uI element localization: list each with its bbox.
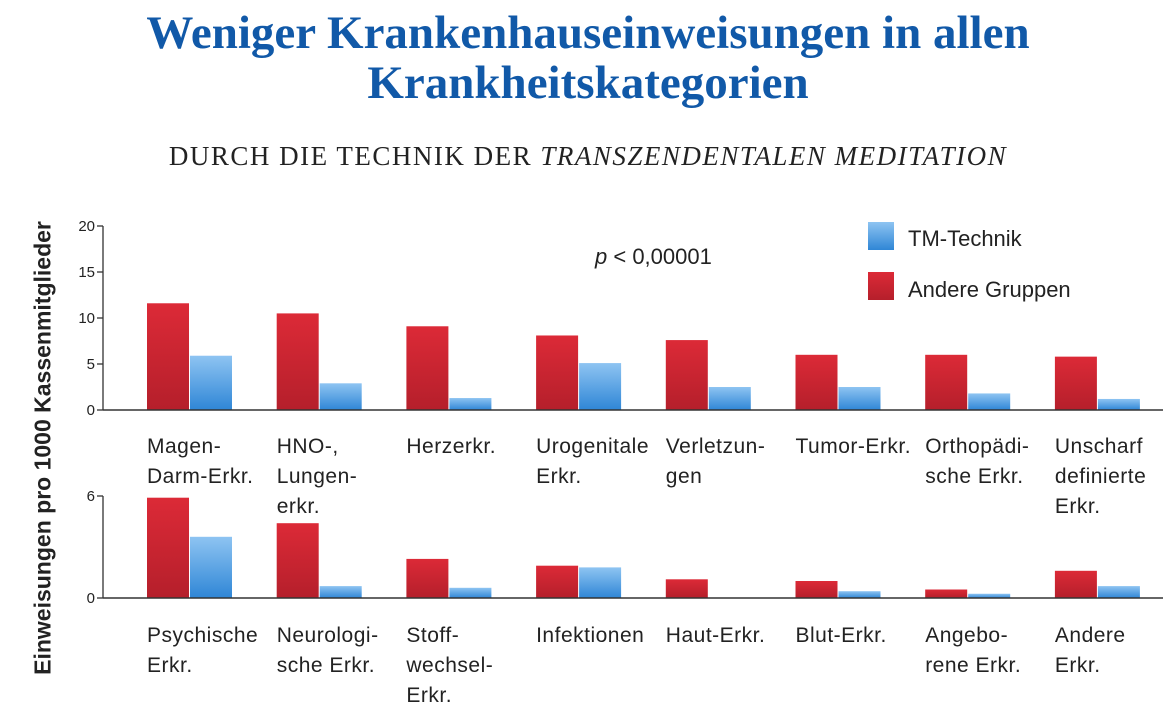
x-category-label: wechsel- [405, 654, 493, 677]
x-category-label: Tumor-Erkr. [796, 435, 912, 458]
x-category-label: Orthopädi- [925, 435, 1029, 458]
bar-tm-technik [190, 536, 232, 598]
chart-title-line1: Weniger Krankenhauseinweisungen in allen [146, 7, 1030, 59]
x-category-label: Herzerkr. [406, 435, 496, 458]
bar-tm-technik [838, 387, 881, 410]
bar-tm-technik [319, 383, 362, 410]
bar-tm-technik [319, 586, 362, 598]
x-category-label: Magen- [147, 435, 221, 458]
bar-andere-gruppen [925, 589, 968, 598]
x-category-label: Lungen- [277, 465, 358, 488]
bar-tm-technik [968, 593, 1011, 598]
x-category-label: rene Erkr. [925, 654, 1021, 677]
bar-andere-gruppen [536, 335, 579, 410]
bar-andere-gruppen [406, 326, 449, 410]
x-category-label: Erkr. [147, 654, 193, 677]
x-category-label: Blut-Erkr. [796, 624, 887, 647]
bar-andere-gruppen [536, 565, 579, 598]
x-category-label: Psychische [147, 624, 258, 647]
bar-andere-gruppen [1054, 356, 1097, 410]
x-category-label: Erkr. [1055, 495, 1101, 518]
bar-tm-technik [1097, 398, 1140, 410]
y-tick-label: 20 [78, 218, 95, 235]
subtitle-italic: TRANSZENDENTALEN MEDITATION [540, 141, 1008, 171]
x-category-label: Erkr. [406, 684, 452, 707]
x-category-label: HNO-, [277, 435, 339, 458]
x-category-label: Urogenitale [536, 435, 649, 458]
x-category-label: erkr. [277, 495, 320, 518]
bar-andere-gruppen [276, 313, 319, 410]
bar-tm-technik [190, 355, 232, 410]
x-category-label: Verletzun- [666, 435, 766, 458]
chart-subtitle: DURCH DIE TECHNIK DER TRANSZENDENTALEN M… [0, 141, 1176, 172]
x-category-label: Erkr. [1055, 654, 1101, 677]
x-category-label: sche Erkr. [277, 654, 375, 677]
bar-andere-gruppen [795, 354, 838, 410]
bar-andere-gruppen [1054, 570, 1097, 598]
legend-label-andere-gruppen: Andere Gruppen [908, 277, 1071, 302]
bar-tm-technik [1097, 586, 1140, 598]
y-tick-label: 10 [78, 310, 95, 327]
bar-andere-gruppen [406, 558, 449, 598]
x-category-label: sche Erkr. [925, 465, 1023, 488]
bar-andere-gruppen [665, 340, 708, 410]
legend-swatch-andere-gruppen [868, 272, 894, 300]
bar-andere-gruppen [147, 497, 189, 598]
bar-andere-gruppen [925, 354, 968, 410]
bar-tm-technik [838, 591, 881, 598]
y-tick-label: 6 [87, 488, 95, 505]
bar-tm-technik [708, 387, 751, 410]
y-tick-label: 0 [87, 590, 95, 607]
x-category-label: Haut-Erkr. [666, 624, 766, 647]
x-category-label: Andere [1055, 624, 1126, 647]
bar-tm-technik [968, 393, 1011, 410]
bar-andere-gruppen [795, 581, 838, 598]
y-tick-label: 5 [87, 356, 95, 373]
bar-andere-gruppen [276, 523, 319, 598]
x-category-label: Stoff- [406, 624, 459, 647]
x-category-label: Unscharf [1055, 435, 1143, 458]
chart-title: Weniger Krankenhauseinweisungen in allen… [0, 8, 1176, 108]
bar-tm-technik [449, 587, 492, 598]
x-category-label: Neurologi- [277, 624, 379, 647]
chart-title-line2: Krankheitskategorien [367, 57, 809, 109]
subtitle-prefix: DURCH DIE TECHNIK DER [168, 141, 533, 171]
legend-label-tm-technik: TM-Technik [908, 226, 1023, 251]
x-category-label: definierte [1055, 465, 1146, 488]
x-category-label: gen [666, 465, 703, 488]
legend-swatch-tm-technik [868, 222, 894, 250]
y-tick-label: 15 [78, 264, 95, 281]
bar-andere-gruppen [665, 579, 708, 598]
p-value-annotation: p < 0,00001 [594, 244, 712, 269]
x-category-label: Angebo- [925, 624, 1008, 647]
x-category-label: Erkr. [536, 465, 582, 488]
x-category-label: Darm-Erkr. [147, 465, 254, 488]
y-tick-label: 0 [87, 402, 95, 419]
bar-tm-technik [579, 567, 622, 598]
bar-tm-technik [449, 398, 492, 410]
bar-andere-gruppen [147, 303, 189, 410]
bar-tm-technik [579, 363, 622, 410]
x-category-label: Infektionen [536, 624, 644, 647]
